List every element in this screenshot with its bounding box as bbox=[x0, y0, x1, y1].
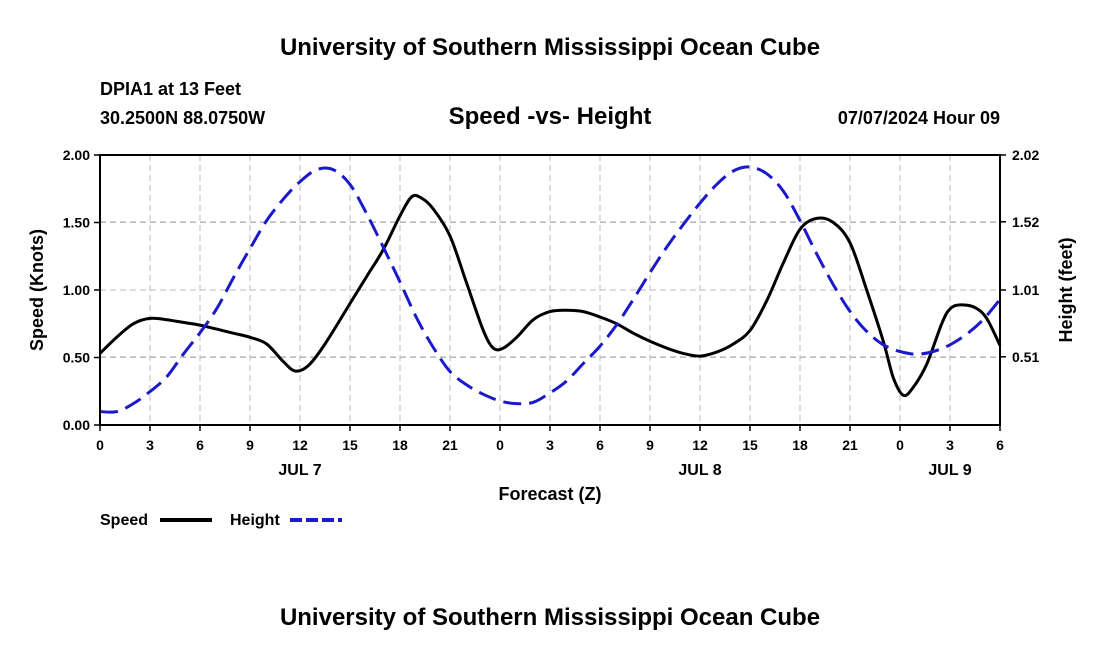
x-tick-label: 0 bbox=[896, 437, 904, 453]
x-tick-label: 6 bbox=[996, 437, 1004, 453]
x-tick-label: 21 bbox=[442, 437, 458, 453]
y-axis-left-label: Speed (Knots) bbox=[27, 229, 47, 351]
datetime-label: 07/07/2024 Hour 09 bbox=[838, 108, 1000, 128]
x-tick-label: 6 bbox=[596, 437, 604, 453]
x-tick-label: 15 bbox=[742, 437, 758, 453]
x-tick-label: 18 bbox=[792, 437, 808, 453]
x-tick-label: 15 bbox=[342, 437, 358, 453]
x-tick-label: 12 bbox=[292, 437, 308, 453]
x-tick-label: 0 bbox=[96, 437, 104, 453]
x-tick-label: 6 bbox=[196, 437, 204, 453]
legend-speed-label: Speed bbox=[100, 512, 148, 529]
x-tick-label: 9 bbox=[646, 437, 654, 453]
y-right-tick-label: 0.51 bbox=[1012, 349, 1039, 365]
legend: Speed Height bbox=[100, 512, 342, 529]
x-tick-label: 0 bbox=[496, 437, 504, 453]
x-tick-label: 3 bbox=[146, 437, 154, 453]
y-right-tick-label: 1.01 bbox=[1012, 282, 1039, 298]
x-tick-label: 3 bbox=[546, 437, 554, 453]
x-tick-label: 3 bbox=[946, 437, 954, 453]
day-label: JUL 8 bbox=[678, 462, 721, 479]
y-left-tick-label: 1.50 bbox=[63, 215, 90, 231]
x-tick-label: 21 bbox=[842, 437, 858, 453]
series-layer bbox=[98, 165, 1002, 414]
x-axis-label: Forecast (Z) bbox=[498, 484, 601, 504]
y-right-tick-label: 1.52 bbox=[1012, 214, 1039, 230]
coordinates-label: 30.2500N 88.0750W bbox=[100, 108, 265, 128]
y-left-tick-label: 0.50 bbox=[63, 350, 90, 366]
x-tick-label: 9 bbox=[246, 437, 254, 453]
y-left-tick-label: 2.00 bbox=[63, 147, 90, 163]
y-left-tick-label: 1.00 bbox=[63, 282, 90, 298]
day-label: JUL 7 bbox=[278, 462, 321, 479]
series-line-height bbox=[99, 165, 1002, 414]
legend-height-label: Height bbox=[230, 512, 280, 529]
day-label: JUL 9 bbox=[928, 462, 971, 479]
chart-subtitle: Speed -vs- Height bbox=[449, 103, 652, 130]
y-axis-right-label: Height (feet) bbox=[1056, 238, 1076, 343]
x-tick-label: 12 bbox=[692, 437, 708, 453]
y-right-tick-label: 2.02 bbox=[1012, 147, 1039, 163]
station-label: DPIA1 at 13 Feet bbox=[100, 79, 241, 99]
grid bbox=[100, 155, 1000, 425]
tick-layer: 0 3 6 9 12 15 18 21 0 3 6 9 12 15 18 21 0 3 6 JUL 7 JUL 8 JUL… bbox=[63, 147, 1040, 479]
x-tick-label: 18 bbox=[392, 437, 408, 453]
bottom-title: University of Southern Mississippi Ocean… bbox=[280, 604, 820, 631]
top-title: University of Southern Mississippi Ocean… bbox=[280, 34, 820, 61]
y-left-tick-label: 0.00 bbox=[63, 417, 90, 433]
